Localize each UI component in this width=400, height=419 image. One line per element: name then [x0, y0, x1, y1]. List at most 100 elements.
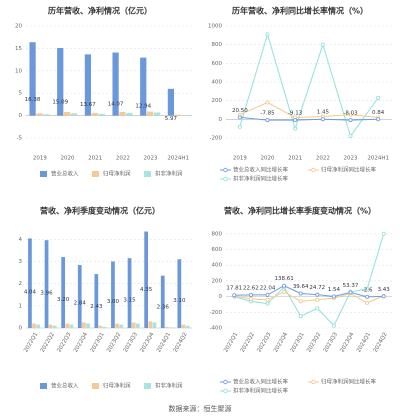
marker — [265, 100, 270, 105]
marker — [331, 323, 336, 328]
y-tick-label: 200 — [212, 278, 223, 284]
y-tick-label: 3 — [19, 259, 23, 265]
y-tick-label: 2 — [19, 281, 23, 287]
data-label: 39.64 — [293, 284, 309, 290]
bar — [131, 322, 136, 328]
bar — [112, 52, 119, 116]
x-tick-label: 2024Q2 — [173, 332, 189, 354]
legend-swatch — [223, 388, 228, 394]
y-tick-label: 1000 — [208, 24, 222, 30]
bar — [94, 274, 99, 328]
marker — [237, 124, 242, 129]
marker — [365, 286, 370, 291]
bar — [69, 324, 74, 328]
data-label: 2.36 — [157, 305, 170, 311]
x-tick-label: 2022Q4 — [73, 331, 89, 353]
data-label: -8.03 — [343, 111, 358, 117]
bar — [115, 323, 119, 328]
line — [239, 116, 379, 121]
data-label: 3.96 — [40, 290, 53, 296]
x-tick-label: 2022 — [116, 156, 130, 162]
line — [239, 32, 379, 138]
legend-label: 营业总收入 — [51, 382, 79, 390]
x-tick-label: 2022Q2 — [240, 332, 256, 354]
data-label: 16.38 — [25, 97, 41, 103]
marker — [348, 290, 353, 295]
bar — [43, 114, 50, 116]
x-tick-label: 2023Q2 — [306, 332, 322, 354]
data-label: 2.84 — [74, 300, 87, 306]
bar — [65, 323, 70, 328]
x-tick-label: 2020 — [61, 156, 75, 162]
marker — [381, 231, 386, 236]
line — [234, 285, 384, 298]
marker — [248, 292, 253, 297]
data-label: 138.61 — [274, 276, 293, 282]
data-label: 3.43 — [378, 287, 391, 293]
legend-label: 归母净利润 — [103, 382, 131, 390]
x-tick-label: 2022Q2 — [40, 332, 56, 354]
marker — [248, 296, 253, 301]
bar — [32, 323, 36, 328]
y-tick-label: -5 — [17, 136, 23, 142]
data-label: 12.94 — [135, 103, 151, 109]
data-label: 24.72 — [309, 285, 325, 291]
y-tick-label: 400 — [212, 80, 223, 86]
legend-swatch — [311, 379, 316, 385]
x-tick-label: 2024H1 — [367, 156, 389, 162]
y-tick-label: 800 — [212, 42, 223, 48]
bar — [57, 47, 64, 116]
data-label: 1.45 — [317, 110, 330, 116]
x-tick-label: 2022Q1 — [23, 332, 39, 354]
bar — [174, 114, 181, 116]
marker — [376, 117, 381, 122]
bar — [91, 112, 98, 116]
legend-label: 扣非净利润 — [155, 170, 183, 178]
chart-panel: 营收、净利同比增长率季度变动情况（%） -400 -200 0 200 400 600 800… — [210, 206, 392, 395]
bar — [36, 324, 41, 328]
data-label: -2.6 — [362, 287, 373, 293]
y-tick-label: 4 — [19, 237, 23, 243]
x-tick-label: 2022 — [316, 156, 330, 162]
marker — [298, 299, 303, 304]
y-tick-label: 5 — [19, 91, 23, 97]
x-tick-label: 2021 — [288, 156, 302, 162]
bar — [153, 112, 161, 116]
y-tick-label: 20 — [15, 24, 22, 30]
x-tick-label: 2024H1 — [167, 156, 189, 162]
y-tick-label: 0 — [219, 117, 223, 123]
bar — [52, 325, 57, 328]
marker — [265, 301, 270, 306]
bar — [144, 231, 149, 328]
legend-label: 归母净利润同比增长率 — [321, 378, 377, 386]
line — [234, 291, 384, 304]
marker — [315, 306, 320, 311]
chart-panel: 历年营收、净利情况（亿元） -5 0 5 10 15 20 2019 2020 2021 2022 2… — [15, 6, 192, 178]
marker — [348, 112, 353, 117]
data-label: 4.04 — [24, 290, 37, 296]
data-label: -9.13 — [288, 111, 303, 117]
marker — [293, 126, 298, 131]
y-tick-label: 0 — [219, 294, 223, 300]
bar — [181, 324, 186, 328]
bar — [160, 275, 165, 328]
bar — [64, 112, 71, 116]
marker — [365, 294, 370, 299]
chart-title: 历年营收、净利同比增长率情况（%） — [232, 6, 368, 16]
data-label: 22.04 — [260, 285, 276, 291]
legend-label: 归母净利润同比增长率 — [321, 166, 377, 174]
x-tick-label: 2022Q3 — [256, 331, 272, 353]
legend-label: 扣非净利润 — [155, 382, 183, 390]
marker — [265, 292, 270, 297]
source: 数据来源：恒生聚源 — [168, 405, 232, 413]
marker — [237, 115, 242, 120]
y-tick-label: -200 — [210, 136, 223, 142]
marker — [348, 134, 353, 139]
bar — [70, 113, 78, 116]
legend-label: 营业总收入同比增长率 — [233, 166, 289, 174]
bar — [177, 259, 182, 328]
bar — [102, 326, 107, 328]
data-label: 0.84 — [372, 110, 385, 116]
y-tick-label: 800 — [212, 231, 223, 237]
